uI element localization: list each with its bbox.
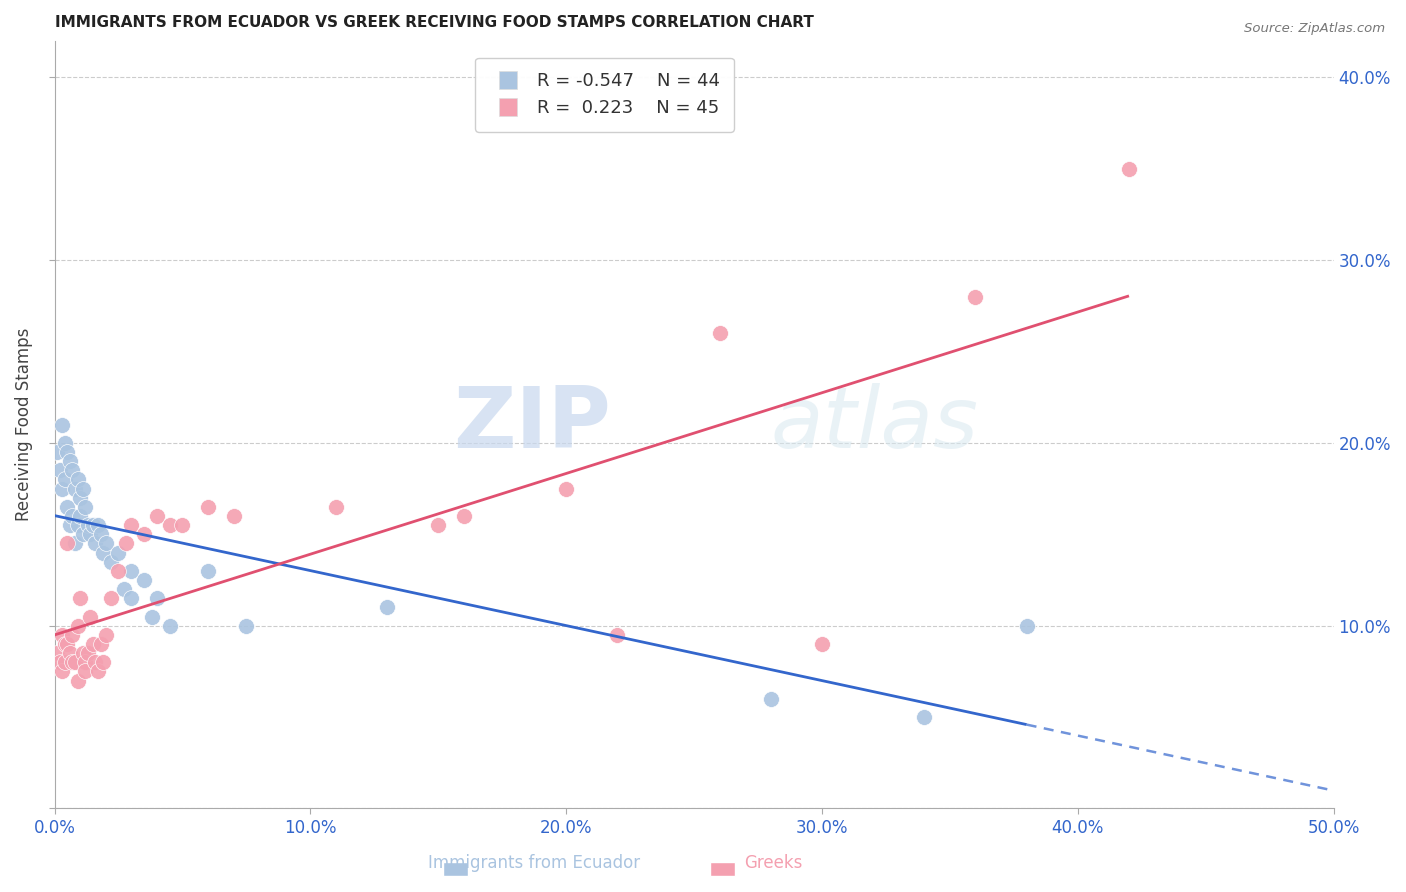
Point	[53, 473, 76, 487]
Text: atlas: atlas	[770, 384, 979, 467]
Point	[63, 482, 86, 496]
Point	[46, 445, 69, 459]
Point	[79, 527, 101, 541]
Point	[59, 518, 82, 533]
Point	[75, 655, 97, 669]
Point	[159, 518, 181, 533]
Point	[107, 564, 129, 578]
Point	[66, 673, 89, 688]
Point	[62, 628, 84, 642]
Point	[51, 665, 73, 679]
Point	[66, 473, 89, 487]
Point	[79, 609, 101, 624]
Point	[555, 482, 578, 496]
Point	[63, 655, 86, 669]
Point	[197, 500, 219, 514]
Point	[1015, 618, 1038, 632]
Point	[76, 646, 98, 660]
Point	[66, 618, 89, 632]
Legend: R = -0.547    N = 44, R =  0.223    N = 45: R = -0.547 N = 44, R = 0.223 N = 45	[475, 58, 734, 131]
Point	[56, 637, 79, 651]
Point	[84, 655, 107, 669]
Point	[72, 482, 94, 496]
Point	[222, 509, 245, 524]
Point	[606, 628, 628, 642]
Point	[965, 290, 987, 304]
Point	[146, 591, 169, 606]
Point	[132, 573, 155, 587]
Point	[51, 628, 73, 642]
Point	[62, 655, 84, 669]
Point	[235, 618, 257, 632]
Point	[72, 646, 94, 660]
Point	[100, 555, 122, 569]
Point	[91, 545, 114, 559]
Point	[375, 600, 398, 615]
Point	[82, 637, 104, 651]
Point	[120, 564, 142, 578]
Point	[69, 591, 91, 606]
Point	[69, 509, 91, 524]
Point	[87, 665, 110, 679]
Point	[1118, 161, 1140, 176]
Point	[76, 518, 98, 533]
Point	[811, 637, 834, 651]
Point	[94, 536, 117, 550]
Point	[56, 536, 79, 550]
Point	[53, 655, 76, 669]
Text: Source: ZipAtlas.com: Source: ZipAtlas.com	[1244, 22, 1385, 36]
Text: ZIP: ZIP	[453, 384, 612, 467]
Point	[48, 655, 70, 669]
Point	[120, 591, 142, 606]
Point	[53, 436, 76, 450]
Point	[90, 527, 112, 541]
Point	[100, 591, 122, 606]
Point	[62, 509, 84, 524]
Point	[69, 491, 91, 505]
Point	[90, 637, 112, 651]
Point	[48, 463, 70, 477]
Point	[72, 527, 94, 541]
Point	[51, 417, 73, 432]
Point	[56, 500, 79, 514]
Point	[172, 518, 194, 533]
Point	[146, 509, 169, 524]
Point	[91, 655, 114, 669]
Point	[107, 545, 129, 559]
Point	[132, 527, 155, 541]
Point	[141, 609, 163, 624]
Point	[46, 646, 69, 660]
Point	[63, 536, 86, 550]
Text: Greeks: Greeks	[744, 855, 803, 872]
Point	[84, 536, 107, 550]
Point	[51, 482, 73, 496]
Point	[94, 628, 117, 642]
Point	[427, 518, 450, 533]
Point	[82, 518, 104, 533]
Text: Immigrants from Ecuador: Immigrants from Ecuador	[429, 855, 640, 872]
Y-axis label: Receiving Food Stamps: Receiving Food Stamps	[15, 328, 32, 521]
Point	[112, 582, 135, 596]
Point	[197, 564, 219, 578]
Point	[453, 509, 475, 524]
Point	[912, 710, 935, 724]
Point	[59, 454, 82, 468]
Point	[759, 691, 782, 706]
Point	[75, 665, 97, 679]
Point	[120, 518, 142, 533]
Point	[59, 646, 82, 660]
Point	[325, 500, 347, 514]
Point	[75, 500, 97, 514]
Point	[66, 518, 89, 533]
Point	[56, 445, 79, 459]
Text: IMMIGRANTS FROM ECUADOR VS GREEK RECEIVING FOOD STAMPS CORRELATION CHART: IMMIGRANTS FROM ECUADOR VS GREEK RECEIVI…	[55, 15, 814, 30]
Point	[53, 637, 76, 651]
Point	[87, 518, 110, 533]
Point	[709, 326, 731, 341]
Point	[115, 536, 138, 550]
Point	[62, 463, 84, 477]
Point	[159, 618, 181, 632]
